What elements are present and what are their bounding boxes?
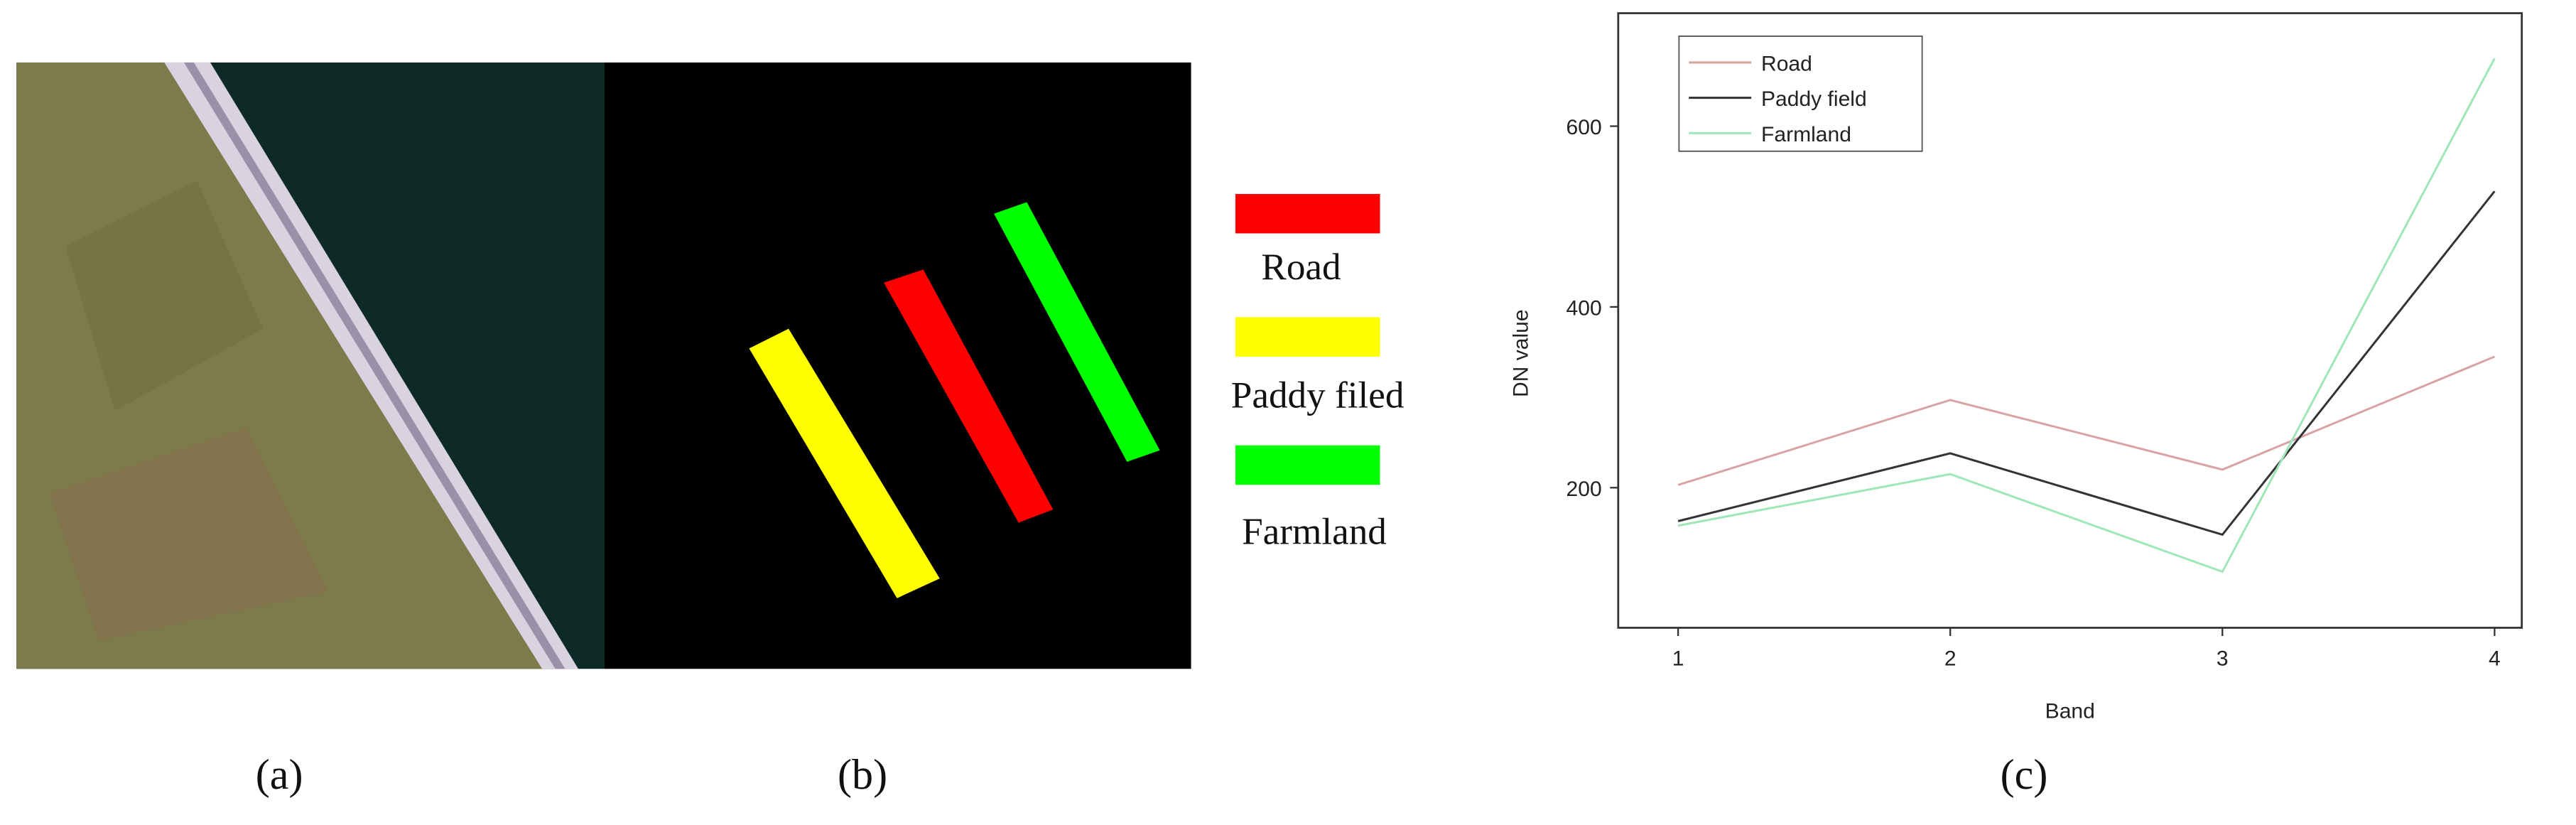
x-tick-label: 2 [1944, 647, 1957, 671]
field-patch [49, 427, 329, 641]
x-tick-label: 3 [2217, 647, 2229, 671]
y-tick-label: 200 [1566, 478, 1602, 501]
road-sample [884, 269, 1054, 523]
x-tick-label: 4 [2489, 647, 2501, 671]
x-axis-label: Band [2045, 700, 2095, 723]
caption: (b) [838, 751, 887, 799]
legend-label: Paddy field [1761, 87, 1867, 111]
data-line [1677, 58, 2496, 573]
legend-label: Road [1761, 53, 1812, 76]
legend-swatch [1235, 193, 1380, 234]
legend-label: Paddy filed [1231, 374, 1405, 416]
y-tick-label: 400 [1566, 296, 1602, 320]
plot-frame [1617, 12, 2523, 629]
field-patch [65, 180, 263, 411]
road-line [184, 62, 565, 669]
y-tick-label: 600 [1566, 116, 1602, 139]
caption: (c) [2001, 751, 2048, 799]
data-line [1677, 190, 2496, 536]
legend-label: Farmland [1242, 511, 1387, 553]
y-axis-label: DN value [1510, 309, 1533, 397]
x-tick-label: 1 [1672, 647, 1684, 671]
paddy-sample [749, 328, 940, 598]
legend-label: Farmland [1761, 123, 1851, 146]
farmland-sample [994, 202, 1160, 462]
satellite-image [16, 62, 605, 669]
legend-label: Road [1261, 246, 1341, 288]
legend-box [1678, 36, 1923, 152]
legend-swatch [1235, 445, 1380, 485]
label-image [605, 62, 1191, 669]
legend-swatch [1235, 317, 1380, 357]
data-line [1677, 355, 2495, 486]
caption: (a) [256, 751, 303, 799]
